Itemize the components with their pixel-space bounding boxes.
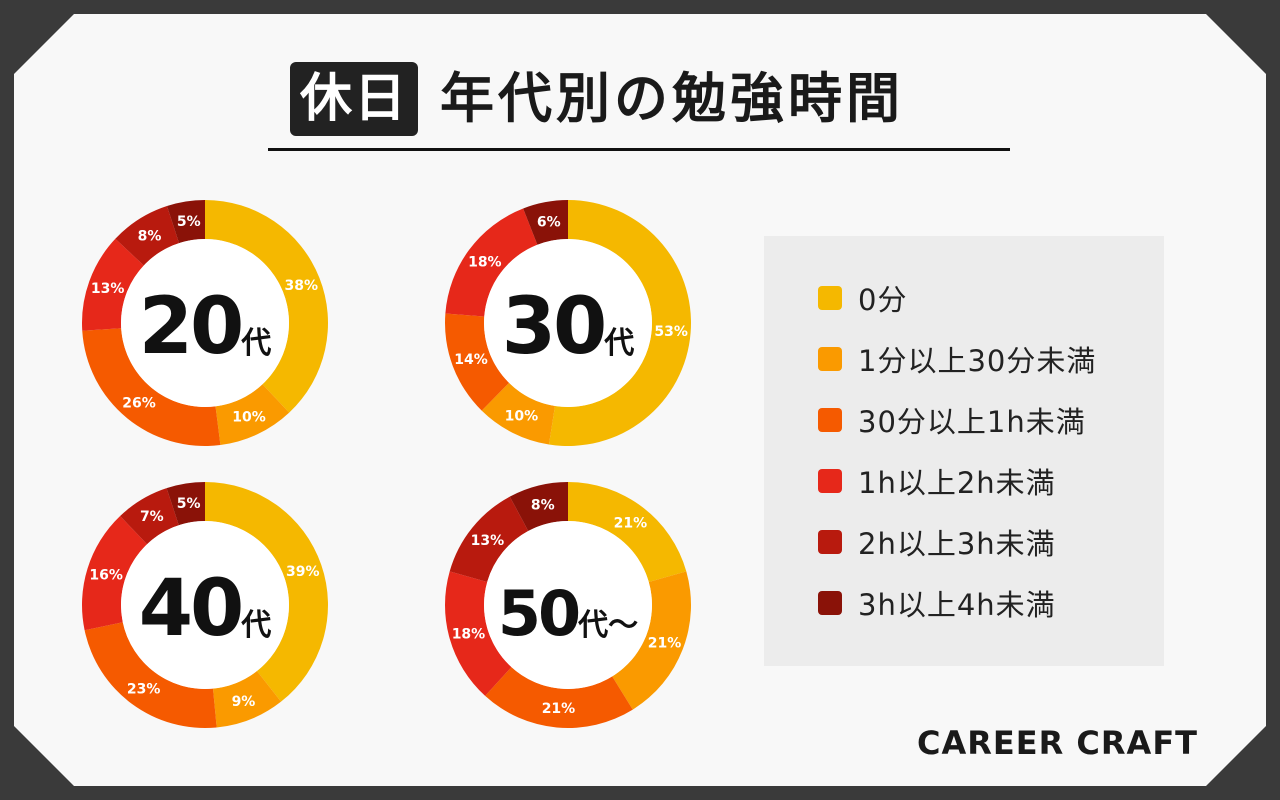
legend-item: 30分以上1h未満 — [818, 400, 1086, 440]
center-suffix: 代〜 — [577, 608, 638, 643]
donut-slice — [509, 482, 568, 531]
center-age: 40 — [139, 564, 242, 654]
legend-swatch — [818, 591, 842, 615]
slice-label: 7% — [140, 509, 164, 525]
donut-hole — [484, 521, 652, 689]
slice-label: 23% — [127, 681, 161, 697]
donut-slice — [82, 238, 144, 331]
slice-label: 38% — [284, 278, 318, 294]
slice-label: 6% — [537, 214, 561, 230]
legend-label: 3h以上4h未満 — [858, 588, 1056, 622]
donut-chart-40s: 39% 9% 23% 16% 7% 5% 40代 — [80, 480, 330, 730]
center-suffix: 代 — [603, 326, 634, 361]
slice-label: 21% — [542, 701, 576, 717]
donut-slice — [120, 488, 179, 545]
donut-slice — [212, 671, 282, 728]
legend-swatch — [818, 286, 842, 310]
donut-hole — [484, 239, 652, 407]
slice-label: 16% — [89, 567, 123, 583]
donut-chart-30s: 53% 10% 14% 18% 6% 30代 — [443, 198, 693, 448]
legend-item: 3h以上4h未満 — [818, 583, 1056, 623]
donut-slice — [115, 206, 180, 266]
center-age: 20 — [139, 282, 242, 372]
donut-hole — [121, 239, 289, 407]
center-label: 30代 — [502, 282, 635, 372]
legend-label: 1h以上2h未満 — [858, 466, 1056, 500]
center-suffix: 代 — [240, 608, 271, 643]
legend-label: 30分以上1h未満 — [858, 405, 1086, 439]
legend-panel: 0分 1分以上30分未満 30分以上1h未満 1h以上2h未満 2h以上3h未満 3h以上… — [764, 236, 1164, 666]
slice-label: 21% — [614, 515, 648, 531]
center-label: 40代 — [139, 564, 272, 654]
center-label: 20代 — [139, 282, 272, 372]
donut-slice — [445, 571, 512, 696]
slice-label: 10% — [232, 410, 266, 426]
donut-slice — [485, 667, 633, 728]
center-age: 30 — [502, 282, 605, 372]
legend-item: 2h以上3h未満 — [818, 522, 1056, 562]
legend-item: 1分以上30分未満 — [818, 339, 1096, 379]
holiday-tag: 休日 — [290, 62, 419, 136]
slice-label: 5% — [177, 214, 201, 230]
slice-label: 10% — [505, 408, 539, 424]
donut-slice — [449, 496, 529, 583]
slice-label: 39% — [286, 564, 320, 580]
donut-slice — [523, 200, 568, 245]
legend-swatch — [818, 408, 842, 432]
donut-chart-50s: 21% 21% 21% 18% 13% 8% 50代〜 — [443, 480, 693, 730]
center-label: 50代〜 — [498, 577, 638, 650]
legend-item: 0分 — [818, 278, 907, 318]
center-suffix: 代 — [240, 326, 271, 361]
slice-label: 21% — [648, 635, 682, 651]
legend-swatch — [818, 530, 842, 554]
donut-slice — [445, 208, 538, 317]
donut-slice — [82, 515, 148, 631]
legend-label: 2h以上3h未満 — [858, 527, 1056, 561]
center-age: 50 — [498, 577, 579, 650]
legend-item: 1h以上2h未満 — [818, 461, 1056, 501]
slice-label: 13% — [471, 533, 505, 549]
legend-label: 0分 — [858, 283, 908, 317]
slice-label: 13% — [91, 281, 125, 297]
slice-label: 9% — [232, 694, 256, 710]
slice-label: 53% — [654, 324, 688, 340]
donut-slice — [166, 200, 205, 244]
page-title: 年代別の勉強時間 — [440, 67, 904, 130]
donut-slice — [548, 200, 692, 446]
slice-label: 18% — [468, 254, 502, 270]
brand-logo: CAREER CRAFT — [917, 724, 1198, 762]
legend-swatch — [818, 469, 842, 493]
donut-chart-20s: 38% 10% 26% 13% 8% 5% 20代 — [80, 198, 330, 448]
donut-slice — [215, 384, 290, 446]
slice-label: 5% — [177, 496, 201, 512]
donut-slice — [445, 313, 510, 411]
legend-swatch — [818, 347, 842, 371]
donut-slice — [205, 200, 328, 413]
donut-slice — [84, 622, 217, 728]
donut-slice — [481, 382, 555, 445]
slice-label: 14% — [454, 352, 488, 368]
donut-slice — [205, 482, 328, 702]
donut-slice — [166, 482, 205, 526]
donut-hole — [121, 521, 289, 689]
slice-label: 8% — [531, 498, 555, 514]
legend-label: 1分以上30分未満 — [858, 344, 1097, 378]
title-block: 休日 年代別の勉強時間 — [268, 58, 1010, 151]
slice-label: 8% — [138, 229, 162, 245]
donut-slice — [568, 482, 687, 583]
slice-label: 18% — [452, 626, 486, 642]
donut-slice — [82, 328, 221, 446]
slice-label: 26% — [122, 396, 156, 412]
donut-slice — [612, 571, 691, 710]
